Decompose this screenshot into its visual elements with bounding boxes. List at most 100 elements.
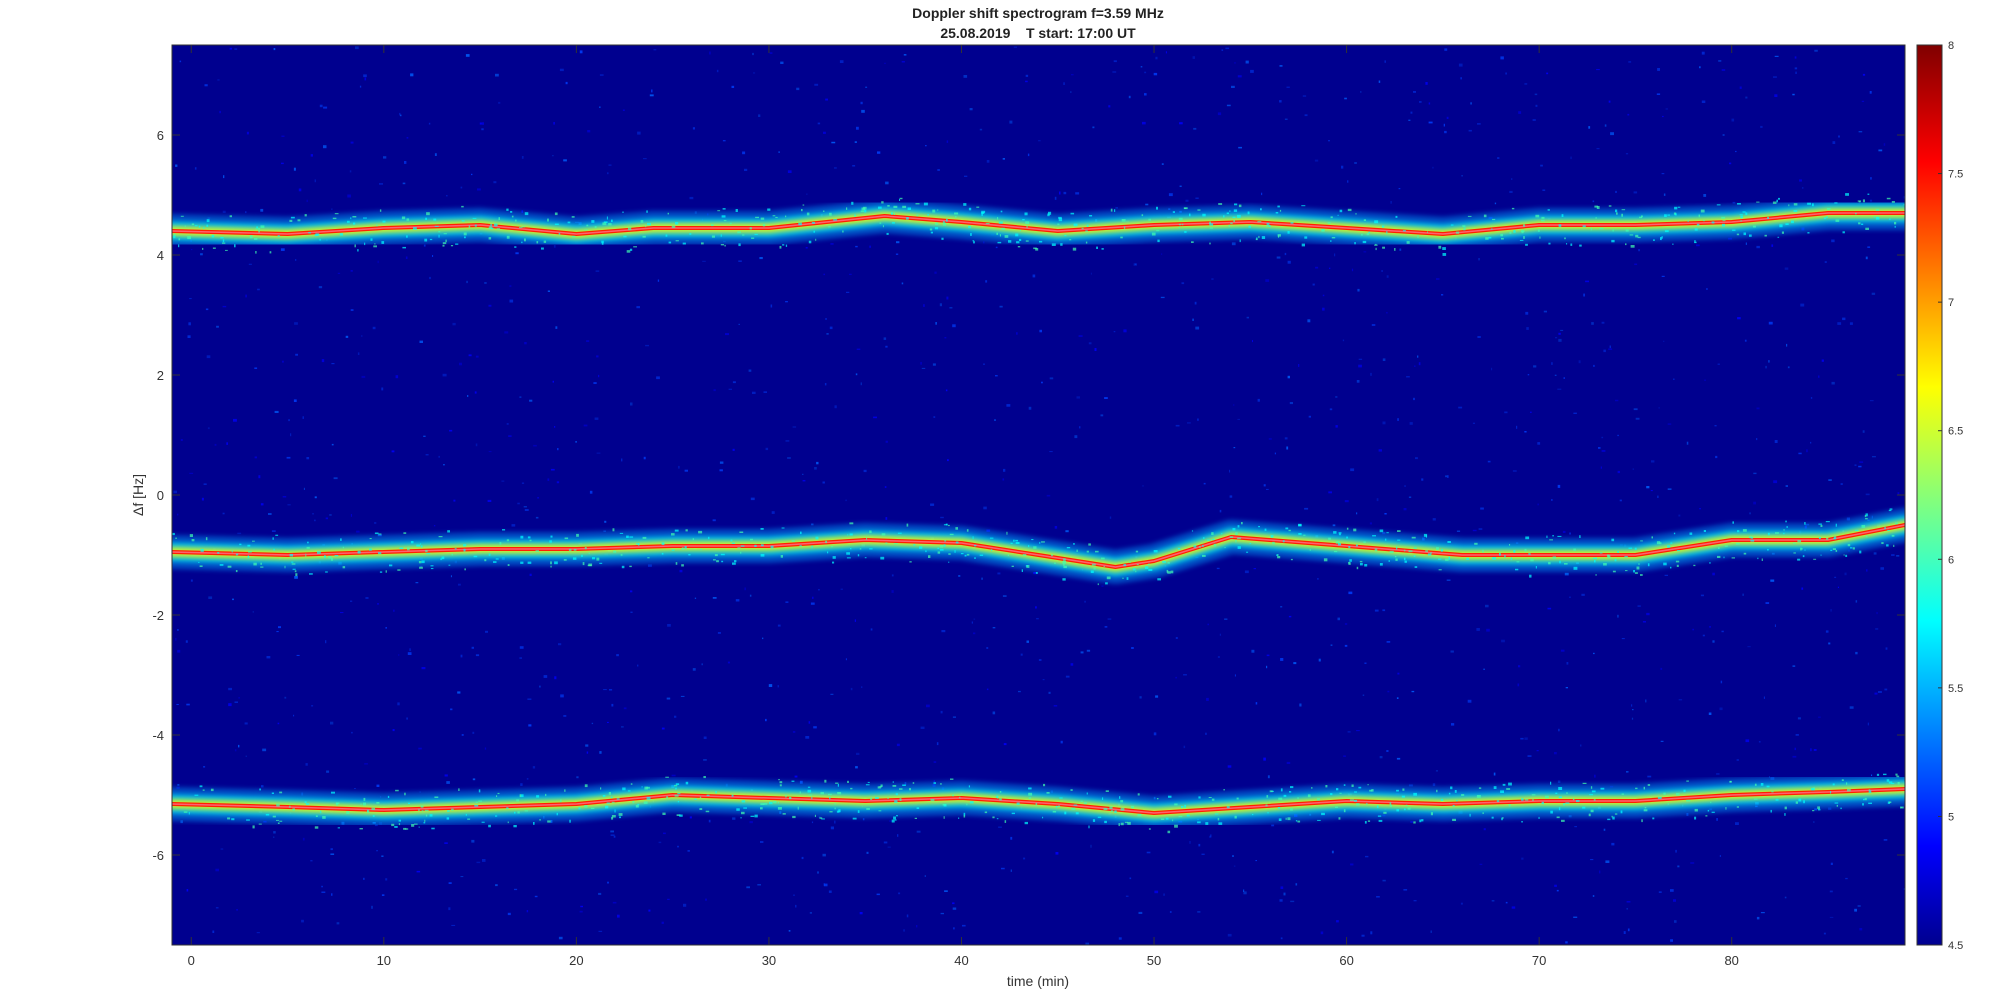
- trace-3-speckle: [632, 800, 635, 804]
- trace-1-speckle: [829, 212, 832, 216]
- trace-1-speckle: [1233, 209, 1238, 212]
- trace-2-speckle: [1360, 563, 1363, 566]
- trace-2-speckle: [325, 571, 328, 573]
- trace-3-speckle: [584, 784, 588, 788]
- trace-1-speckle: [998, 221, 1003, 224]
- trace-2-speckle: [1106, 576, 1111, 580]
- trace-2-speckle: [1006, 531, 1008, 535]
- trace-3-speckle: [1174, 803, 1178, 806]
- trace-2-speckle: [1640, 574, 1643, 576]
- trace-3-speckle: [1754, 783, 1757, 786]
- trace-3-speckle: [819, 817, 823, 819]
- trace-2-speckle: [1743, 552, 1747, 555]
- trace-2-speckle: [1889, 508, 1893, 510]
- trace-2-speckle: [1348, 561, 1350, 564]
- trace-2-speckle: [800, 531, 802, 535]
- y-tick-label: 6: [157, 128, 164, 143]
- trace-2-speckle: [734, 560, 737, 563]
- trace-1-speckle: [1120, 236, 1123, 239]
- trace-1-speckle: [547, 218, 549, 222]
- trace-1-speckle: [1016, 241, 1020, 244]
- trace-1-speckle: [675, 222, 679, 225]
- trace-1-speckle: [767, 208, 771, 211]
- trace-1-speckle: [941, 237, 944, 240]
- trace-1-speckle: [1060, 243, 1063, 246]
- trace-3-speckle: [741, 800, 746, 803]
- trace-3-speckle: [1558, 787, 1563, 790]
- trace-1-speckle: [762, 224, 766, 227]
- trace-1-speckle: [1539, 236, 1541, 239]
- trace-2-speckle: [342, 566, 346, 569]
- trace-2-speckle: [1595, 574, 1597, 576]
- trace-3-speckle: [1011, 812, 1015, 815]
- trace-3-speckle: [1156, 798, 1159, 800]
- trace-2-speckle: [1528, 553, 1531, 555]
- trace-1-speckle: [802, 204, 805, 206]
- trace-3-speckle: [1886, 779, 1890, 782]
- trace-1-speckle: [1756, 201, 1760, 203]
- trace-1-speckle: [1716, 204, 1721, 206]
- trace-2-speckle: [730, 539, 733, 542]
- trace-1-speckle: [946, 218, 948, 222]
- trace-1-speckle: [1867, 193, 1870, 195]
- trace-3-speckle: [252, 825, 255, 829]
- trace-2-speckle: [739, 531, 744, 533]
- trace-2-speckle: [1865, 535, 1868, 538]
- trace-2-speckle: [1482, 549, 1484, 553]
- trace-3-speckle: [363, 797, 366, 801]
- trace-3-speckle: [837, 792, 842, 795]
- trace-3-speckle: [279, 820, 283, 822]
- trace-1-speckle: [997, 217, 999, 220]
- trace-3-speckle: [616, 798, 620, 800]
- trace-2-speckle: [1559, 560, 1561, 564]
- trace-1-speckle: [1368, 231, 1371, 234]
- trace-3-speckle: [1550, 810, 1553, 814]
- trace-3-speckle: [1311, 787, 1313, 789]
- trace-1-speckle: [381, 241, 385, 244]
- trace-2-speckle: [1881, 542, 1884, 544]
- trace-3-speckle: [1891, 783, 1895, 784]
- trace-3-speckle: [279, 791, 283, 794]
- trace-2-speckle: [1411, 536, 1416, 539]
- trace-2-speckle: [1895, 522, 1898, 525]
- trace-3-speckle: [1647, 784, 1651, 786]
- trace-1-speckle: [426, 212, 430, 216]
- trace-1-speckle: [1903, 204, 1905, 206]
- y-tick-label: 0: [157, 488, 164, 503]
- trace-2-speckle: [1552, 535, 1554, 537]
- trace-1-speckle: [1279, 209, 1282, 212]
- trace-2-speckle: [737, 547, 741, 549]
- trace-1-speckle: [524, 212, 529, 216]
- trace-1-speckle: [1355, 213, 1357, 215]
- trace-2-speckle: [954, 550, 956, 553]
- trace-3-speckle: [785, 794, 787, 798]
- trace-2-speckle: [239, 543, 242, 546]
- trace-3-speckle: [608, 792, 611, 795]
- trace-3-speckle: [1607, 818, 1611, 821]
- trace-1-speckle: [737, 231, 741, 234]
- trace-2-speckle: [1651, 536, 1653, 539]
- trace-2-speckle: [791, 540, 795, 542]
- trace-3-speckle: [376, 802, 380, 804]
- trace-1-speckle: [364, 242, 366, 246]
- trace-3-speckle: [1883, 773, 1887, 776]
- trace-1-speckle: [425, 217, 427, 220]
- trace-2-speckle: [1157, 578, 1161, 581]
- trace-1-speckle: [811, 222, 815, 224]
- trace-3-speckle: [277, 822, 280, 824]
- trace-2-speckle: [1884, 526, 1886, 530]
- trace-1-speckle: [963, 203, 967, 206]
- trace-3-speckle: [779, 784, 782, 787]
- trace-1-speckle: [760, 217, 765, 220]
- colorbar-tick-label: 4.5: [1948, 940, 1963, 952]
- trace-2-speckle: [426, 553, 431, 555]
- trace-1-speckle: [1702, 219, 1705, 222]
- trace-3-speckle: [1506, 788, 1511, 790]
- trace-2-speckle: [252, 540, 255, 542]
- trace-2-band-5: [172, 524, 1905, 568]
- trace-2-speckle: [1425, 550, 1428, 552]
- trace-2-speckle: [1546, 535, 1548, 538]
- trace-2-speckle: [247, 555, 250, 559]
- trace-1-speckle: [363, 217, 367, 219]
- trace-2-speckle: [1724, 545, 1728, 547]
